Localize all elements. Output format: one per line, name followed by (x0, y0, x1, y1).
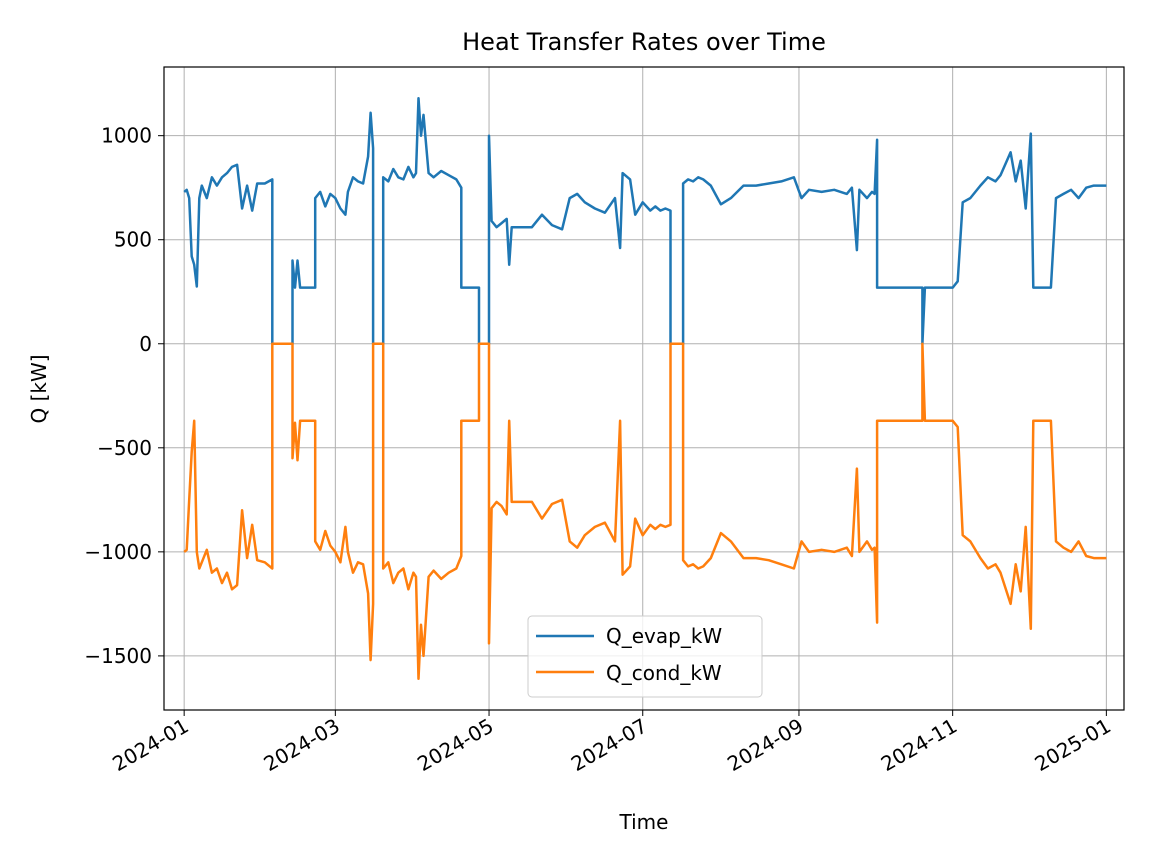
plot-frame (163, 66, 1125, 711)
y-tick-label: −500 (97, 436, 152, 460)
series-line-q-evap (183, 96, 1107, 346)
series-layer (183, 96, 1107, 681)
legend-label-q-cond: Q_cond_kW (606, 661, 722, 685)
chart-title: Heat Transfer Rates over Time (462, 28, 826, 56)
legend-label-q-evap: Q_evap_kW (606, 624, 722, 648)
x-axis-title: Time (619, 810, 669, 834)
y-tick-label: 500 (114, 228, 152, 252)
legend: Q_evap_kW Q_cond_kW (527, 615, 763, 698)
y-axis-title: Q [kW] (27, 354, 51, 423)
y-tick-label: −1500 (84, 644, 152, 668)
series-line-q-cond (183, 342, 1107, 681)
y-tick-label: 1000 (101, 124, 152, 148)
y-tick-label: −1000 (84, 540, 152, 564)
y-tick-label: 0 (139, 332, 152, 356)
